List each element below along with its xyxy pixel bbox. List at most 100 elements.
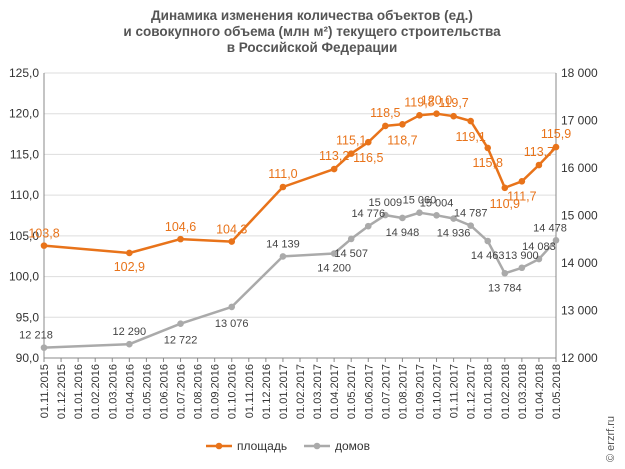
data-point: [279, 253, 287, 260]
x-tick-label: 01.07.2016: [176, 364, 188, 419]
x-tick-label: 01.01.2016: [73, 364, 85, 419]
x-tick-label: 01.10.2017: [432, 364, 444, 419]
data-label: 14 478: [533, 222, 567, 234]
data-label: 14 948: [386, 227, 420, 239]
data-point: [399, 121, 406, 128]
watermark: © erzrf.ru: [605, 416, 617, 462]
data-point: [518, 264, 526, 272]
data-point: [40, 344, 48, 351]
data-point: [330, 165, 338, 173]
data-label: 12 722: [164, 335, 198, 347]
data-point: [467, 117, 474, 125]
x-tick-label: 01.09.2017: [414, 364, 426, 419]
x-tick-label: 01.01.2018: [483, 364, 495, 419]
legend-label: площадь: [237, 439, 287, 453]
chart-title: Динамика изменения количества объектов (…: [123, 8, 501, 55]
data-label: 12 290: [113, 326, 147, 338]
x-tick-label: 01.05.2018: [551, 364, 563, 419]
data-label: 113,2: [319, 149, 349, 163]
data-point: [484, 144, 492, 152]
data-label: 13 900: [505, 250, 539, 262]
data-point: [450, 215, 457, 222]
x-tick-label: 01.04.2017: [329, 364, 341, 419]
data-point: [535, 255, 543, 263]
chart-title-line: и совокупного объема (млн м²) текущего с…: [123, 24, 501, 39]
data-point: [279, 183, 287, 191]
data-label: 115,1: [336, 134, 366, 148]
y-right-tick-label: 14 000: [561, 256, 598, 270]
data-label: 113,7: [524, 145, 554, 159]
x-tick-label: 01.07.2017: [380, 364, 392, 419]
data-point: [416, 112, 423, 119]
data-point: [364, 222, 372, 230]
x-tick-label: 01.12.2016: [261, 364, 273, 419]
data-label: 14 507: [334, 248, 368, 260]
data-point: [518, 178, 526, 185]
x-tick-label: 01.03.2018: [517, 364, 529, 419]
data-point: [484, 237, 492, 245]
y-left-tick-label: 100,0: [9, 270, 39, 284]
data-label: 111,7: [507, 189, 536, 203]
y-left-tick-label: 110,0: [10, 188, 39, 202]
x-tick-label: 01.06.2016: [158, 364, 170, 419]
data-point: [382, 211, 389, 219]
x-tick-label: 01.12.2015: [56, 364, 68, 419]
series-domov: [40, 209, 560, 351]
data-point: [177, 320, 184, 328]
y-left-tick-label: 125,0: [9, 66, 39, 80]
x-tick-label: 01.09.2016: [210, 364, 222, 419]
data-label: 111,0: [268, 167, 297, 181]
y-right-tick-label: 15 000: [561, 209, 598, 223]
y-right-tick-label: 16 000: [561, 161, 598, 175]
data-label: 14 083: [522, 241, 556, 253]
x-tick-label: 01.08.2017: [397, 364, 409, 419]
legend-label: домов: [335, 439, 370, 453]
data-label: 118,7: [387, 133, 417, 147]
y-right-tick-label: 13 000: [561, 304, 598, 318]
y-left-tick-label: 120,0: [9, 107, 39, 121]
data-label: 104,3: [216, 223, 247, 237]
data-point: [501, 184, 509, 192]
data-point: [416, 209, 423, 216]
data-point: [433, 212, 440, 219]
y-right-tick-label: 17 000: [561, 114, 598, 128]
data-point: [228, 238, 236, 245]
data-point: [399, 214, 406, 222]
data-label: 104,6: [165, 220, 196, 234]
data-label: 15 004: [420, 197, 454, 209]
data-label: 103,8: [28, 227, 59, 241]
legend: площадь домов: [206, 439, 370, 453]
data-label: 118,5: [370, 106, 400, 120]
data-point: [177, 235, 184, 243]
x-tick-label: 01.01.2017: [278, 364, 290, 419]
data-point: [126, 249, 133, 257]
data-label: 119,1: [455, 130, 485, 144]
data-label: 14 139: [266, 238, 300, 250]
data-label: 119,7: [438, 96, 468, 110]
data-point: [467, 222, 474, 229]
data-label: 14 936: [437, 228, 471, 240]
data-label: 14 200: [317, 263, 351, 275]
x-tick-label: 01.02.2018: [500, 364, 512, 419]
y-right-tick-label: 12 000: [561, 351, 598, 365]
data-label: 14 463: [471, 250, 505, 262]
data-point: [126, 340, 133, 348]
data-point: [535, 161, 543, 169]
data-point: [330, 250, 338, 257]
data-label: 14 776: [351, 208, 385, 220]
chart-title-line: в Российской Федерации: [227, 40, 398, 55]
y-right-tick-label: 18 000: [561, 66, 598, 80]
data-point: [40, 242, 48, 249]
data-label: 12 218: [19, 330, 53, 342]
x-tick-label: 01.11.2017: [449, 364, 461, 418]
y-left-tick-label: 105,0: [9, 229, 39, 243]
data-point: [450, 112, 457, 120]
y-left-tick-label: 90,0: [16, 351, 40, 365]
legend-swatch-marker: [313, 442, 321, 450]
data-point: [228, 303, 236, 311]
x-tick-label: 01.11.2016: [244, 364, 256, 418]
series-ploshad: [40, 110, 560, 257]
data-label: 120,0: [421, 94, 452, 108]
